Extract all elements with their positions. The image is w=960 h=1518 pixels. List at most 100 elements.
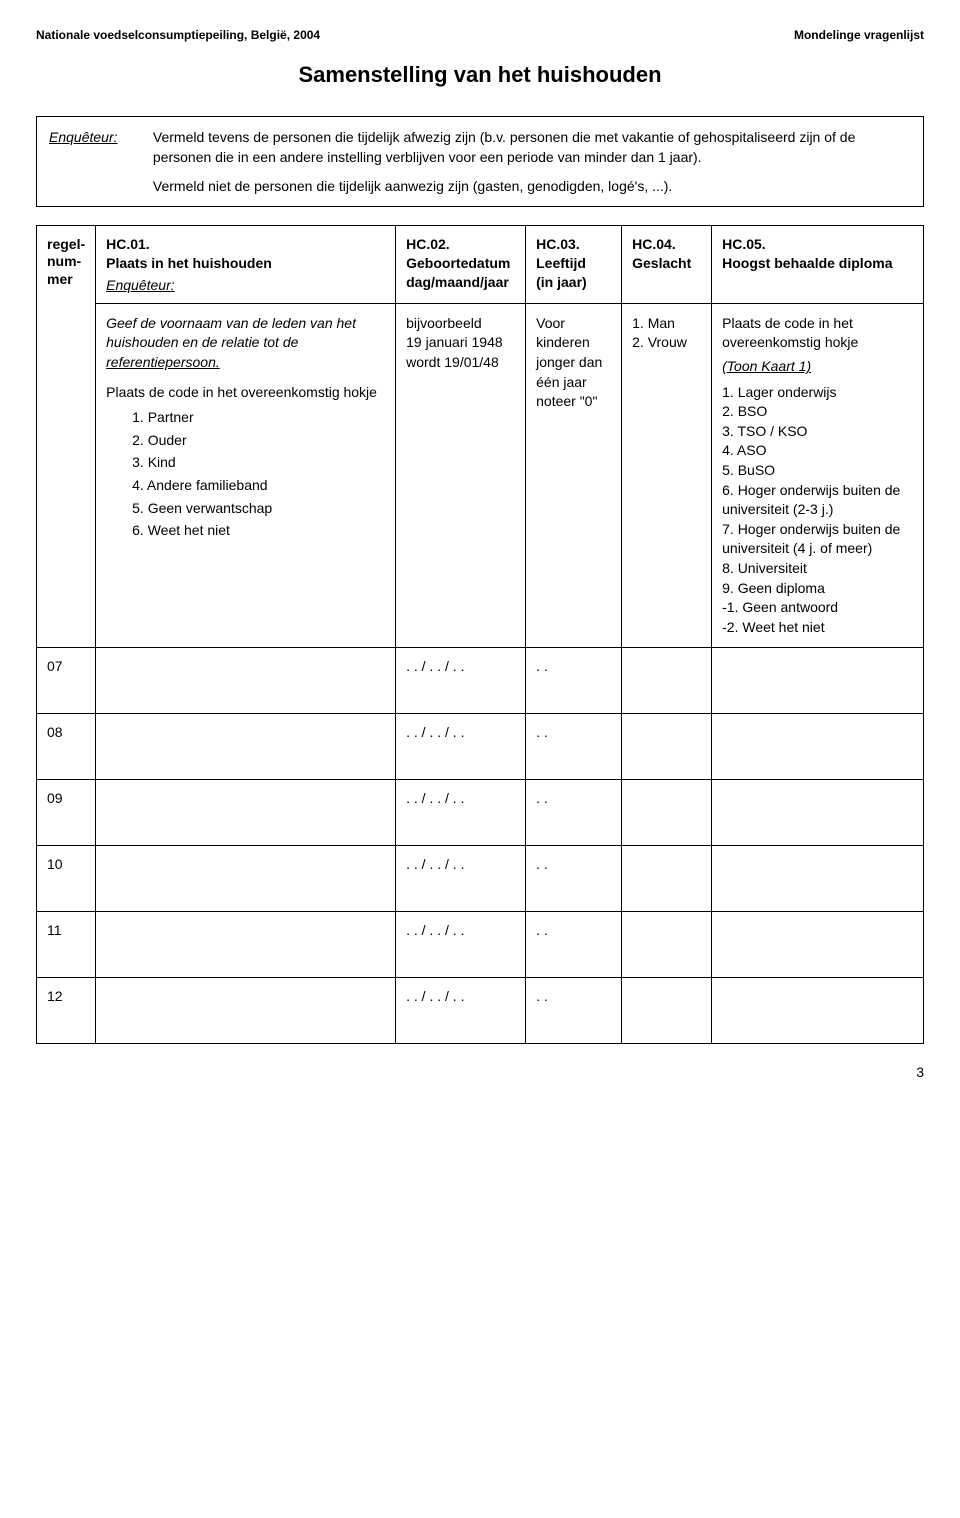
col-header-hc01: HC.01. Plaats in het huishouden Enquêteu… xyxy=(96,225,396,303)
c1-ref: referentiepersoon. xyxy=(106,354,220,370)
enq-label: Enquêteur: xyxy=(49,127,149,147)
col-header-hc02: HC.02. Geboortedatum dag/maand/jaar xyxy=(396,225,526,303)
list-item: 5. Geen verwantschap xyxy=(132,499,385,519)
row-hc02[interactable]: . . / . . / . . xyxy=(396,714,526,780)
header-right: Mondelinge vragenlijst xyxy=(794,28,924,42)
row-hc03[interactable]: . . xyxy=(526,780,622,846)
row-hc03[interactable]: . . xyxy=(526,978,622,1044)
row-hc01[interactable] xyxy=(96,846,396,912)
instr-hc01: Geef de voornaam van de leden van het hu… xyxy=(96,303,396,648)
table-row: 12 . . / . . / . . . . xyxy=(37,978,924,1044)
row-hc02[interactable]: . . / . . / . . xyxy=(396,978,526,1044)
rn-1: regel- xyxy=(47,236,85,252)
table-row: 09 . . / . . / . . . . xyxy=(37,780,924,846)
list-item: 4. Andere familieband xyxy=(132,476,385,496)
col-header-hc03: HC.03. Leeftijd (in jaar) xyxy=(526,225,622,303)
list-item: -2. Weet het niet xyxy=(722,618,913,638)
row-hc03[interactable]: . . xyxy=(526,648,622,714)
instr-hc05: Plaats de code in het overeenkomstig hok… xyxy=(712,303,924,648)
row-hc03[interactable]: . . xyxy=(526,714,622,780)
row-hc02[interactable]: . . / . . / . . xyxy=(396,648,526,714)
table-row: 10 . . / . . / . . . . xyxy=(37,846,924,912)
row-num: 08 xyxy=(37,714,96,780)
list-item: 8. Universiteit xyxy=(722,559,913,579)
row-hc01[interactable] xyxy=(96,912,396,978)
table-row: 11 . . / . . / . . . . xyxy=(37,912,924,978)
page-title: Samenstelling van het huishouden xyxy=(36,62,924,88)
hc01-sub: Enquêteur: xyxy=(106,277,385,293)
hc03-label: Leeftijd xyxy=(536,255,611,271)
enqueteur-box: Enquêteur: Vermeld tevens de personen di… xyxy=(36,116,924,207)
hc01-code: HC.01. xyxy=(106,236,150,252)
row-hc05[interactable] xyxy=(712,648,924,714)
col-header-regelnummer: regel- num- mer xyxy=(37,225,96,648)
row-hc05[interactable] xyxy=(712,714,924,780)
col-header-hc05: HC.05. Hoogst behaalde diploma xyxy=(712,225,924,303)
table-header-row: regel- num- mer HC.01. Plaats in het hui… xyxy=(37,225,924,303)
col-header-hc04: HC.04. Geslacht xyxy=(622,225,712,303)
row-num: 12 xyxy=(37,978,96,1044)
list-item: 6. Hoger onderwijs buiten de universitei… xyxy=(722,481,913,520)
instr-hc04: 1. Man 2. Vrouw xyxy=(622,303,712,648)
household-table: regel- num- mer HC.01. Plaats in het hui… xyxy=(36,225,924,1045)
row-hc04[interactable] xyxy=(622,978,712,1044)
row-hc02[interactable]: . . / . . / . . xyxy=(396,780,526,846)
list-item: 3. Kind xyxy=(132,453,385,473)
table-instruction-row: Geef de voornaam van de leden van het hu… xyxy=(37,303,924,648)
row-hc05[interactable] xyxy=(712,780,924,846)
hc03-code: HC.03. xyxy=(536,236,580,252)
row-hc05[interactable] xyxy=(712,912,924,978)
hc02-sub: dag/maand/jaar xyxy=(406,274,515,290)
c3-a: Voor kinderen jonger dan één jaar noteer… xyxy=(536,314,611,412)
hc02-label: Geboortedatum xyxy=(406,255,515,271)
c2-b: 19 januari 1948 wordt 19/01/48 xyxy=(406,333,515,372)
page-header: Nationale voedselconsumptiepeiling, Belg… xyxy=(36,28,924,42)
hc05-code: HC.05. xyxy=(722,236,766,252)
row-num: 07 xyxy=(37,648,96,714)
list-item: 6. Weet het niet xyxy=(132,521,385,541)
row-hc03[interactable]: . . xyxy=(526,912,622,978)
list-item: 1. Partner xyxy=(132,408,385,428)
list-item: 2. Ouder xyxy=(132,431,385,451)
row-num: 09 xyxy=(37,780,96,846)
c5-a: Plaats de code in het overeenkomstig hok… xyxy=(722,314,913,353)
row-hc03[interactable]: . . xyxy=(526,846,622,912)
list-item: 3. TSO / KSO xyxy=(722,422,913,442)
row-hc05[interactable] xyxy=(712,846,924,912)
rn-2: num- xyxy=(47,253,81,269)
row-hc02[interactable]: . . / . . / . . xyxy=(396,846,526,912)
row-hc04[interactable] xyxy=(622,714,712,780)
c1-intro: Geef de voornaam van de leden van het hu… xyxy=(106,315,356,351)
page-number: 3 xyxy=(36,1064,924,1080)
table-row: 08 . . / . . / . . . . xyxy=(37,714,924,780)
row-hc04[interactable] xyxy=(622,846,712,912)
hc04-code: HC.04. xyxy=(632,236,676,252)
row-hc01[interactable] xyxy=(96,648,396,714)
row-hc01[interactable] xyxy=(96,978,396,1044)
list-item: 7. Hoger onderwijs buiten de universitei… xyxy=(722,520,913,559)
row-num: 11 xyxy=(37,912,96,978)
row-hc05[interactable] xyxy=(712,978,924,1044)
list-item: 5. BuSO xyxy=(722,461,913,481)
list-item: 4. ASO xyxy=(722,441,913,461)
row-hc02[interactable]: . . / . . / . . xyxy=(396,912,526,978)
hc02-code: HC.02. xyxy=(406,236,450,252)
list-item: -1. Geen antwoord xyxy=(722,598,913,618)
list-item: 1. Lager onderwijs xyxy=(722,383,913,403)
row-hc01[interactable] xyxy=(96,780,396,846)
list-item: 9. Geen diploma xyxy=(722,579,913,599)
row-hc04[interactable] xyxy=(622,912,712,978)
enq-msg-1: Vermeld tevens de personen die tijdelijk… xyxy=(153,127,905,168)
row-hc01[interactable] xyxy=(96,714,396,780)
row-hc04[interactable] xyxy=(622,648,712,714)
hc04-label: Geslacht xyxy=(632,255,701,271)
c1-place: Plaats de code in het overeenkomstig hok… xyxy=(106,383,385,403)
row-hc04[interactable] xyxy=(622,780,712,846)
list-item: 1. Man xyxy=(632,314,701,334)
list-item: 2. BSO xyxy=(722,402,913,422)
hc03-sub: (in jaar) xyxy=(536,274,611,290)
hc01-label: Plaats in het huishouden xyxy=(106,255,385,271)
c5-b: (Toon Kaart 1) xyxy=(722,357,913,377)
c2-a: bijvoorbeeld xyxy=(406,314,515,334)
row-num: 10 xyxy=(37,846,96,912)
